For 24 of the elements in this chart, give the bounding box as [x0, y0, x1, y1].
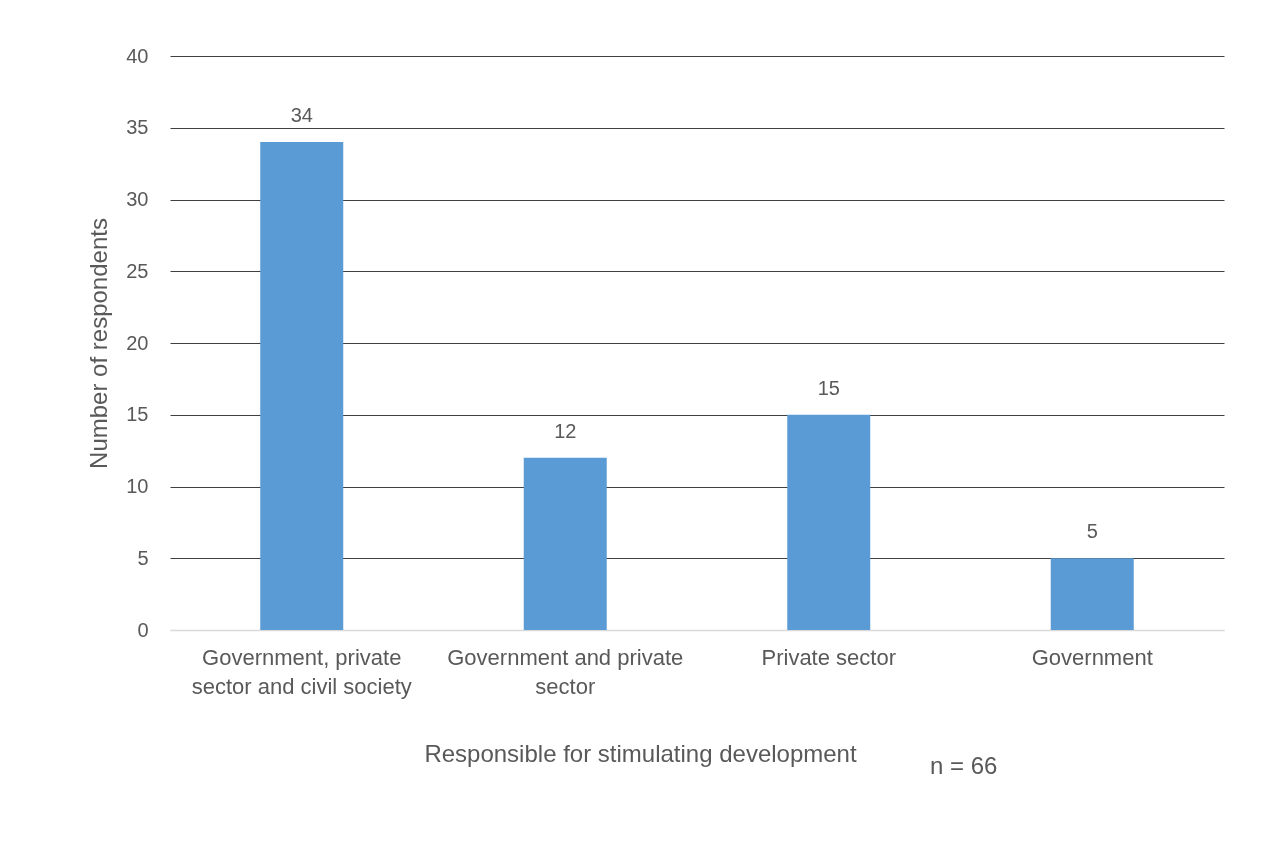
y-tick-label: 0	[137, 618, 149, 641]
y-tick-label: 5	[137, 546, 149, 569]
y-tick-label: 20	[126, 331, 149, 354]
data-label: 15	[817, 376, 840, 399]
data-label: 12	[554, 419, 577, 442]
text: n = 66	[930, 752, 998, 779]
y-tick-label: 10	[126, 475, 149, 497]
y-tick-label: 30	[126, 188, 149, 210]
y-tick-label: 25	[126, 259, 149, 282]
x-tick-label: Government	[1031, 644, 1153, 670]
x-tick-label: Government and private sector	[447, 644, 684, 699]
bar	[523, 457, 607, 630]
data-label: 5	[1086, 520, 1098, 543]
data-label: 34	[290, 104, 313, 127]
y-tick-label: 35	[126, 116, 149, 139]
y-tick-label: 40	[126, 44, 149, 67]
y-tick-label: 15	[126, 403, 149, 426]
x-tick-label: Government, private sector and civil society	[191, 644, 412, 699]
bar	[787, 414, 871, 630]
bar	[260, 142, 344, 630]
bar	[1050, 558, 1134, 630]
x-axis-title: Responsible for stimulating development	[424, 739, 857, 767]
y-axis-title: Number of respondents	[85, 218, 113, 469]
x-tick-label: Private sector	[761, 644, 896, 670]
